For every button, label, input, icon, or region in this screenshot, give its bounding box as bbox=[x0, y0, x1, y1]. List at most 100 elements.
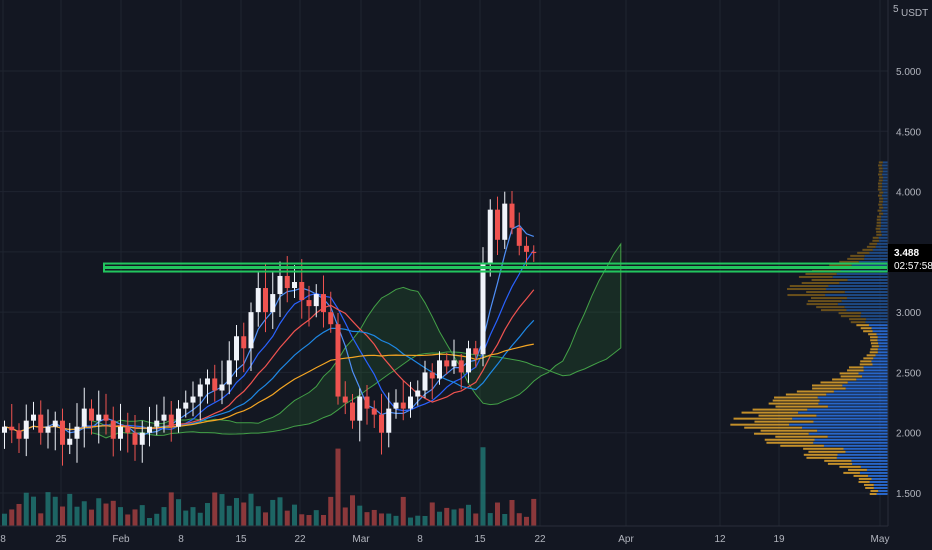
x-tick-label: 15 bbox=[474, 534, 486, 545]
volume-profile-bar bbox=[877, 339, 888, 342]
volume-bar bbox=[458, 508, 464, 526]
candle-body bbox=[74, 426, 80, 439]
volume-profile-bar bbox=[798, 275, 833, 278]
volume-bar bbox=[408, 517, 413, 526]
volume-profile-bar bbox=[844, 291, 888, 294]
volume-profile-bar bbox=[872, 239, 880, 242]
volume-profile-bar bbox=[847, 278, 888, 281]
candle-body bbox=[342, 396, 348, 403]
candle-body bbox=[524, 245, 529, 252]
volume-profile-bar bbox=[825, 288, 888, 291]
volume-bar bbox=[132, 509, 138, 526]
volume-profile-bar bbox=[879, 191, 884, 194]
volume-profile-bar bbox=[754, 420, 814, 423]
volume-profile-bar bbox=[859, 471, 888, 474]
current-price-label: 3.488 bbox=[894, 248, 919, 259]
volume-profile-bar bbox=[827, 462, 853, 465]
volume-bar bbox=[248, 493, 254, 526]
volume-profile-bar bbox=[848, 366, 864, 369]
volume-profile-bar bbox=[858, 372, 888, 375]
candle-body bbox=[458, 360, 464, 373]
candle-body bbox=[31, 414, 36, 421]
volume-profile-bar bbox=[878, 161, 883, 164]
volume-profile-bar bbox=[846, 297, 888, 300]
x-tick-label: Feb bbox=[112, 534, 130, 545]
candle-body bbox=[480, 263, 486, 355]
volume-bar bbox=[451, 509, 457, 526]
candle-body bbox=[335, 324, 341, 397]
volume-profile-bar bbox=[859, 363, 873, 366]
volume-profile-bar bbox=[877, 209, 882, 212]
volume-profile-bar bbox=[853, 474, 869, 477]
y-tick-label: 1.500 bbox=[896, 489, 921, 500]
volume-profile-bar bbox=[878, 179, 883, 182]
volume-profile-bar bbox=[876, 493, 888, 495]
volume-profile-bar bbox=[845, 450, 888, 453]
y-tick-label: 2.500 bbox=[896, 368, 921, 379]
volume-profile-bar bbox=[878, 185, 883, 188]
volume-profile-bar bbox=[820, 309, 847, 312]
volume-bar bbox=[147, 517, 152, 526]
volume-profile-bar bbox=[876, 333, 888, 336]
candle-body bbox=[212, 378, 218, 391]
volume-profile-bar bbox=[878, 170, 883, 173]
volume-profile-bar bbox=[764, 438, 815, 441]
volume-bar bbox=[386, 513, 392, 526]
volume-profile-bar bbox=[865, 321, 888, 324]
volume-bar bbox=[31, 496, 36, 526]
x-tick-label: Mar bbox=[352, 534, 370, 545]
volume-profile-bar bbox=[814, 438, 888, 441]
candle-body bbox=[386, 408, 392, 433]
volume-bar bbox=[96, 498, 102, 526]
volume-profile-bar bbox=[868, 333, 877, 336]
candle-body bbox=[234, 336, 239, 361]
volume-bar bbox=[379, 513, 384, 526]
volume-bar bbox=[161, 507, 167, 526]
candle-body bbox=[197, 384, 203, 397]
volume-profile-bar bbox=[856, 324, 869, 327]
volume-bar bbox=[335, 448, 341, 526]
y-tick-label: 5.000 bbox=[896, 67, 921, 78]
volume-profile-bar bbox=[868, 324, 888, 327]
time-axis[interactable]: 8 25 Feb 8 15 22 Mar 8 15 22 Apr 12 19 May bbox=[0, 534, 889, 545]
volume-profile-bar bbox=[843, 471, 860, 474]
volume-profile-bar bbox=[754, 432, 809, 435]
volume-profile-bar bbox=[878, 173, 883, 176]
volume-bar bbox=[299, 514, 305, 526]
volume-profile-bar bbox=[879, 206, 884, 209]
volume-profile-bar bbox=[881, 215, 888, 218]
volume-profile-bar bbox=[880, 221, 888, 224]
volume-profile-bar bbox=[803, 447, 844, 450]
candle-body bbox=[270, 294, 276, 313]
volume-profile-bar bbox=[766, 441, 814, 444]
volume-profile-bar bbox=[796, 390, 834, 393]
volume-profile-bar bbox=[813, 441, 888, 444]
volume-bar bbox=[284, 510, 290, 526]
volume-profile-bar bbox=[882, 161, 888, 164]
volume-profile-bar bbox=[879, 176, 884, 179]
volume-profile-bar bbox=[866, 245, 876, 248]
volume-profile-bar bbox=[878, 203, 883, 206]
volume-profile-bar bbox=[836, 272, 888, 275]
volume-profile-bar bbox=[881, 209, 888, 212]
volume-profile-bar bbox=[858, 480, 870, 483]
volume-bar bbox=[125, 514, 131, 526]
candle-body bbox=[364, 396, 370, 409]
volume-profile-bar bbox=[772, 399, 820, 402]
candle-body bbox=[38, 414, 44, 433]
volume-profile-bar bbox=[862, 248, 873, 251]
volume-bar bbox=[466, 504, 471, 526]
volume-bar bbox=[205, 503, 210, 526]
volume-bar bbox=[190, 507, 196, 526]
volume-profile-bar bbox=[863, 357, 874, 360]
candle-body bbox=[103, 414, 109, 421]
volume-bar bbox=[524, 516, 529, 526]
volume-profile-bar bbox=[806, 456, 837, 459]
volume-profile-bar bbox=[798, 411, 888, 414]
volume-profile-bar bbox=[839, 260, 859, 263]
volume-profile-bar bbox=[850, 321, 866, 324]
moving-averages bbox=[4, 224, 535, 436]
candle-body bbox=[67, 438, 73, 445]
